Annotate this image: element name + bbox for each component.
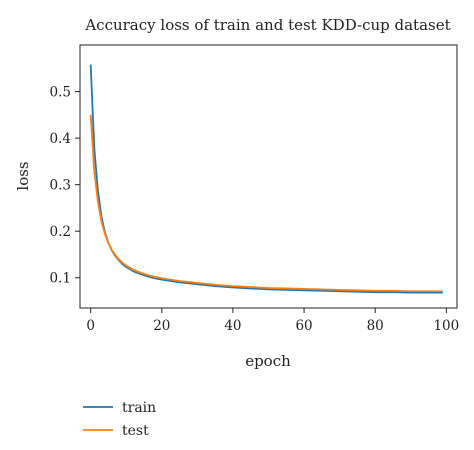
y-tick-label: 0.4 [50,131,71,147]
plot-area: 0 20 40 60 80 100 0.1 0.2 0.3 0.4 0.5 [50,44,459,334]
y-tick-label: 0.2 [50,224,71,240]
x-axis-label: epoch [245,352,291,370]
x-tick-label: 100 [433,318,459,334]
x-tick-label: 0 [86,318,95,334]
x-axis-ticks: 0 20 40 60 80 100 [86,308,459,334]
series-layer [89,64,443,294]
legend-label-train: train [122,400,156,416]
y-tick-label: 0.5 [50,85,71,101]
x-tick-label: 20 [153,318,170,334]
x-tick-label: 80 [367,318,384,334]
plot-frame [79,44,458,309]
series-line-test [89,114,443,293]
series-line-train [89,64,443,294]
y-axis-label: loss [14,161,32,190]
y-tick-label: 0.1 [50,271,71,287]
legend: train test [83,400,156,439]
legend-label-test: test [122,423,149,439]
x-tick-label: 40 [224,318,241,334]
x-tick-label: 60 [295,318,312,334]
y-axis-ticks: 0.1 0.2 0.3 0.4 0.5 [50,85,80,287]
y-tick-label: 0.3 [50,178,71,194]
chart-title: Accuracy loss of train and test KDD-cup … [84,16,450,34]
